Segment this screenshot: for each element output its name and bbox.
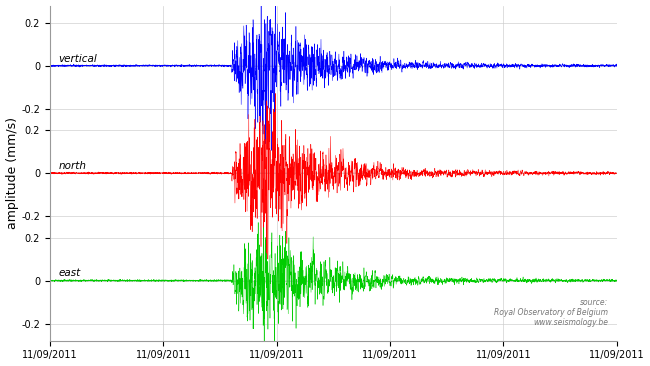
Text: north: north	[58, 161, 86, 171]
Text: vertical: vertical	[58, 53, 98, 64]
Text: east: east	[58, 268, 81, 279]
Text: source:
Royal Observatory of Belgium
www.seismology.be: source: Royal Observatory of Belgium www…	[494, 298, 608, 327]
Y-axis label: amplitude (mm/s): amplitude (mm/s)	[6, 117, 19, 229]
